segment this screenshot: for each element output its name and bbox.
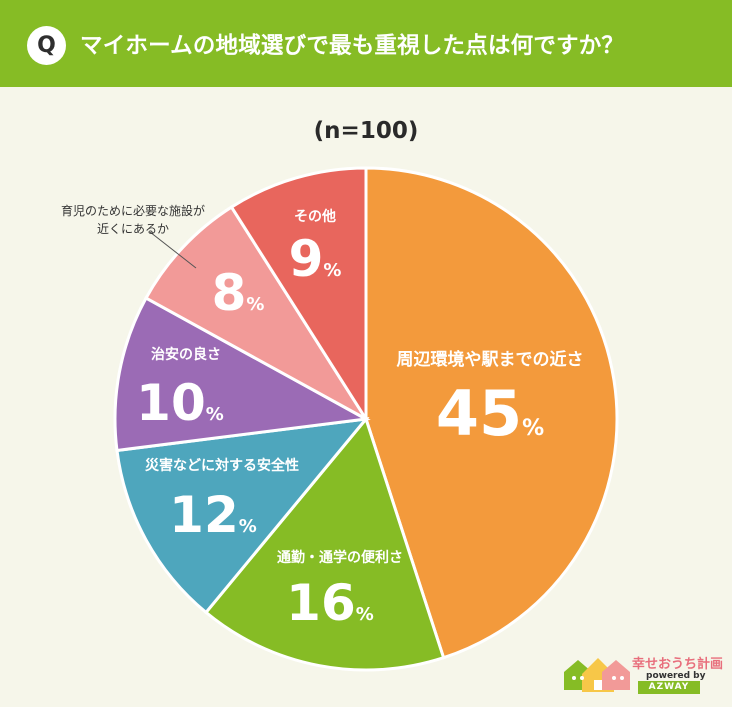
slice-unit: % <box>246 294 264 315</box>
pie-slice <box>113 296 371 453</box>
pie-slice <box>115 417 370 615</box>
slice-label: その他 <box>294 208 336 225</box>
logo-powered: powered by <box>646 671 706 681</box>
slice-unit: % <box>206 404 224 425</box>
pie-slice <box>144 205 368 421</box>
slice-label: 通勤・通学の便利さ <box>277 549 403 566</box>
brand-logo: 幸せおうち計画 powered by AZWAY <box>560 650 724 696</box>
slice-label: 災害などに対する安全性 <box>145 457 299 474</box>
outside-label-line1: 育児のために必要な施設が <box>60 204 205 218</box>
slice-unit: % <box>356 604 374 625</box>
pie-slice <box>203 415 446 672</box>
pie-slice <box>229 166 368 425</box>
outside-slice-label: 育児のために必要な施設が 近くにあるか <box>33 202 233 238</box>
logo-name: 幸せおうち計画 <box>632 657 724 672</box>
question-badge: Q <box>27 26 66 65</box>
slice-unit: % <box>323 260 341 281</box>
logo-brand: AZWAY <box>638 681 700 694</box>
slice-unit: % <box>522 416 544 441</box>
sample-size: (n=100) <box>313 118 419 144</box>
outside-label-line2: 近くにあるか <box>96 222 169 236</box>
pie-slice <box>364 166 619 660</box>
slice-label: 周辺環境や駅までの近さ <box>397 349 584 370</box>
house-icon <box>564 658 630 692</box>
question-header: Q マイホームの地域選びで最も重視した点は何ですか？ <box>0 0 732 87</box>
question-title: マイホームの地域選びで最も重視した点は何ですか？ <box>80 33 625 59</box>
slice-unit: % <box>239 516 257 537</box>
leader-line <box>149 231 197 269</box>
slice-value: 8% <box>212 264 265 322</box>
slice-label: 治安の良さ <box>151 346 221 363</box>
